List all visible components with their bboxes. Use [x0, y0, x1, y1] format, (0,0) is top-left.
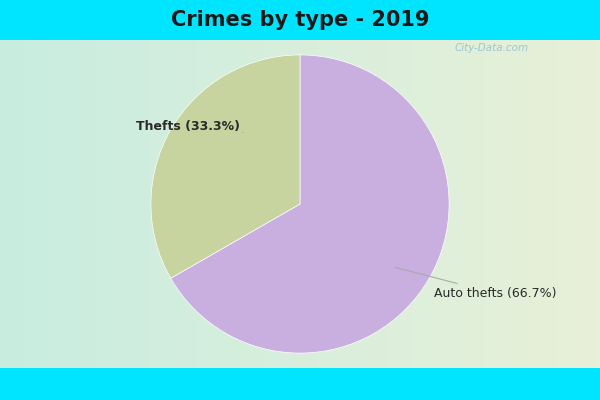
- Text: Auto thefts (66.7%): Auto thefts (66.7%): [395, 267, 557, 300]
- Text: City-Data.com: City-Data.com: [455, 43, 529, 53]
- Wedge shape: [151, 55, 300, 278]
- Text: Thefts (33.3%): Thefts (33.3%): [136, 120, 244, 133]
- Text: Crimes by type - 2019: Crimes by type - 2019: [171, 10, 429, 30]
- Wedge shape: [171, 55, 449, 353]
